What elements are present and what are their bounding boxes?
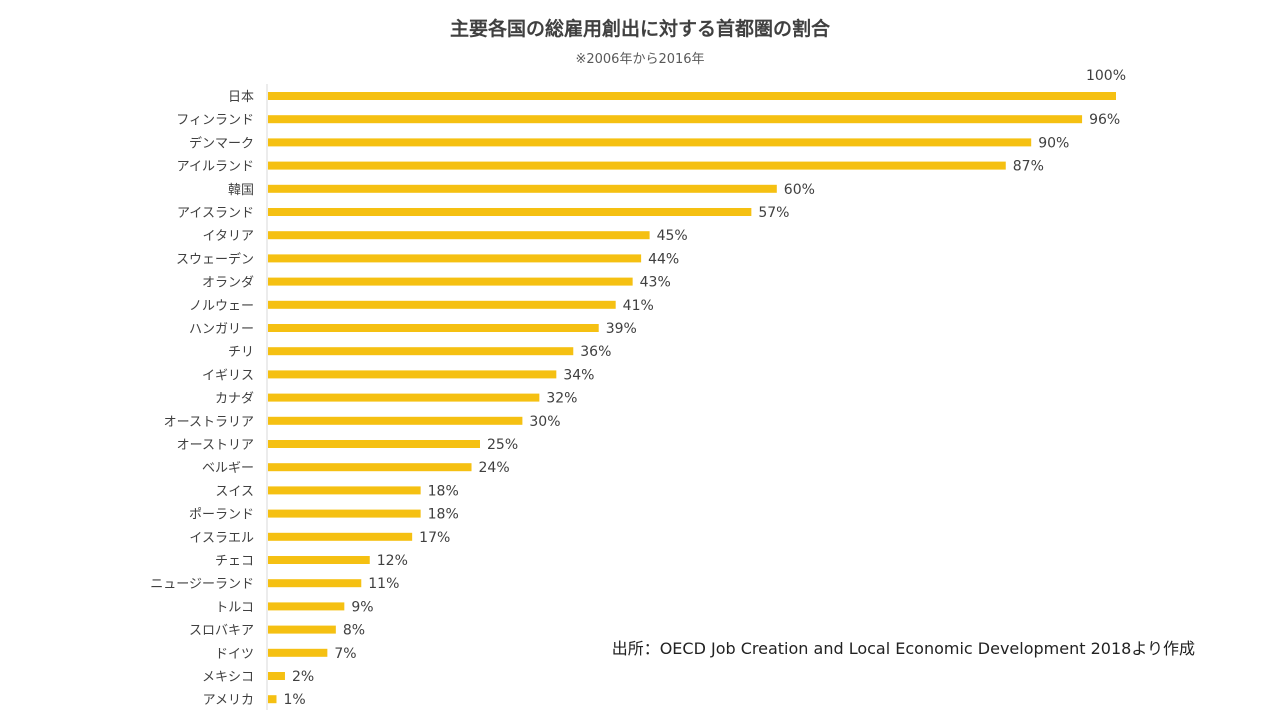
bar <box>268 509 421 518</box>
bar <box>268 393 540 402</box>
bar <box>268 184 777 193</box>
category-label: メキシコ <box>202 670 254 685</box>
data-label: 9% <box>351 599 373 615</box>
data-label: 96% <box>1089 112 1120 128</box>
category-label: アイスランド <box>177 206 254 221</box>
bar <box>268 300 616 309</box>
category-label: ノルウェー <box>189 299 254 314</box>
category-label: ポーランド <box>189 508 254 523</box>
category-label: スロバキア <box>189 624 254 639</box>
data-label: 24% <box>479 460 510 476</box>
bar <box>268 254 642 263</box>
category-labels: 日本フィンランドデンマークアイルランド韓国アイスランドイタリアスウェーデンオラン… <box>150 90 254 708</box>
category-label: 韓国 <box>228 183 254 198</box>
category-label: デンマーク <box>189 135 254 151</box>
data-label: 36% <box>580 344 611 360</box>
bar <box>268 648 328 657</box>
bar <box>268 695 277 704</box>
bar <box>268 138 1032 147</box>
category-label: チェコ <box>215 554 254 569</box>
bar <box>268 115 1083 124</box>
bar <box>268 440 480 448</box>
category-label: ハンガリー <box>189 322 254 337</box>
data-label: 34% <box>563 367 594 383</box>
category-label: オーストラリア <box>164 415 254 430</box>
bar <box>268 208 752 216</box>
bar <box>268 625 336 634</box>
chart-title: 主要各国の総雇用創出に対する首都圏の割合 <box>450 17 831 40</box>
category-label: フィンランド <box>176 113 254 128</box>
bar <box>268 556 370 564</box>
category-label: スウェーデン <box>176 251 254 267</box>
bar <box>268 602 345 611</box>
category-label: アイルランド <box>177 160 254 175</box>
category-label: オランダ <box>202 276 254 291</box>
data-label: 32% <box>546 391 577 407</box>
data-label: 30% <box>529 414 560 430</box>
category-label: スイス <box>215 484 254 499</box>
data-label: 11% <box>368 576 399 592</box>
bar <box>268 463 472 472</box>
bar <box>268 579 362 588</box>
data-label: 90% <box>1038 135 1069 151</box>
bar <box>268 486 421 495</box>
bars-group <box>268 92 1116 704</box>
data-label: 39% <box>606 321 637 337</box>
data-label: 12% <box>377 553 408 569</box>
data-label: 44% <box>648 251 679 267</box>
data-label: 25% <box>487 437 518 453</box>
data-label: 87% <box>1013 159 1044 175</box>
bar <box>268 92 1116 100</box>
data-label: 43% <box>640 275 671 291</box>
bar <box>268 277 633 286</box>
category-label: イギリス <box>202 368 254 383</box>
category-label: イタリア <box>203 229 254 244</box>
data-label: 18% <box>428 483 459 499</box>
category-label: イスラエル <box>189 531 254 546</box>
category-label: アメリカ <box>203 693 254 708</box>
data-label: 18% <box>428 507 459 523</box>
data-label: 60% <box>784 182 815 198</box>
category-label: ベルギー <box>202 461 254 476</box>
bar <box>268 324 599 332</box>
value-labels: 100% 96% 90% 87% 60% 57% 45% 44% 43% 41% 39% 36% 34%… <box>283 68 1126 708</box>
bar <box>268 416 523 425</box>
bar <box>268 161 1006 170</box>
bar <box>268 231 650 240</box>
category-label: ドイツ <box>215 647 254 662</box>
bar <box>268 672 285 680</box>
category-label: チリ <box>228 345 254 360</box>
source-note: 出所：OECD Job Creation and Local Economic … <box>612 639 1195 658</box>
data-label: 41% <box>623 298 654 314</box>
bar <box>268 347 574 356</box>
data-label: 2% <box>292 669 314 685</box>
data-label: 45% <box>657 228 688 244</box>
category-label: 日本 <box>228 90 254 105</box>
data-label: 17% <box>419 530 450 546</box>
data-label: 100% <box>1086 68 1126 84</box>
chart-subtitle: ※2006年から2016年 <box>575 52 704 67</box>
category-label: トルコ <box>215 600 254 615</box>
category-label: カナダ <box>215 392 254 407</box>
data-label: 1% <box>283 692 305 708</box>
bar <box>268 370 557 379</box>
bar <box>268 532 413 541</box>
category-label: ニュージーランド <box>150 577 254 592</box>
data-label: 7% <box>334 646 356 662</box>
data-label: 57% <box>758 205 789 221</box>
data-label: 8% <box>343 623 365 639</box>
category-label: オーストリア <box>177 438 254 453</box>
